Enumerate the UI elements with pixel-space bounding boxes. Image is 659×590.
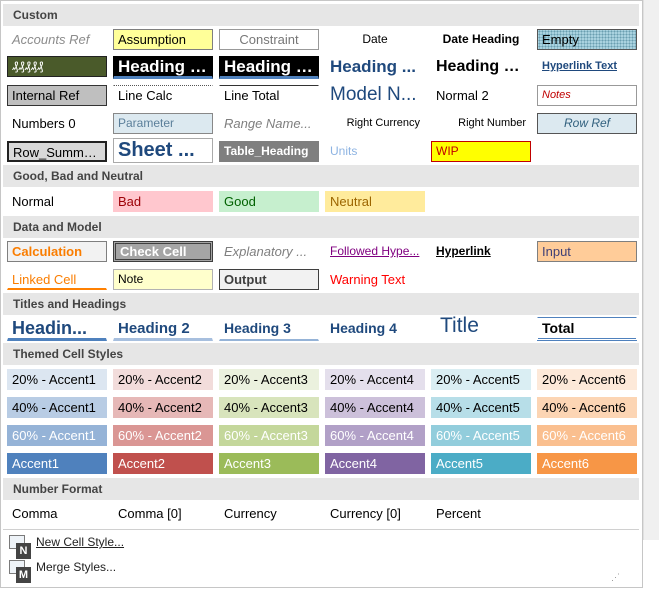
style-date-heading[interactable]: Date Heading — [442, 32, 520, 46]
style-explanatory[interactable]: Explanatory ... — [224, 244, 308, 259]
style-parameter[interactable]: Parameter — [113, 113, 213, 134]
style-notes[interactable]: Notes — [537, 85, 637, 106]
cell-styles-gallery: Custom Accounts Ref Assumption Constrain… — [0, 0, 643, 588]
menu-divider — [3, 529, 639, 530]
style-60-accent3[interactable]: 60% - Accent3 — [219, 425, 319, 446]
style-accent3[interactable]: Accent3 — [219, 453, 319, 474]
resize-grip-icon[interactable]: ⋰ — [611, 572, 620, 582]
style-note[interactable]: Note — [113, 269, 213, 290]
style-line-calc[interactable]: Line Calc — [113, 85, 213, 106]
style-total[interactable]: Total — [537, 317, 637, 341]
style-accent6[interactable]: Accent6 — [537, 453, 637, 474]
style-accent2[interactable]: Accent2 — [113, 453, 213, 474]
style-line-total[interactable]: Line Total — [219, 85, 319, 106]
style-60-accent4[interactable]: 60% - Accent4 — [325, 425, 425, 446]
style-bad[interactable]: Bad — [113, 191, 213, 212]
style-wingdings[interactable]: ₰₰₰₰₰ — [7, 56, 107, 77]
style-followed-hyperlink[interactable]: Followed Hype... — [330, 244, 420, 258]
style-accent1[interactable]: Accent1 — [7, 453, 107, 474]
style-output[interactable]: Output — [219, 269, 319, 290]
style-heading-1-dark-b[interactable]: Heading 1... — [219, 56, 319, 79]
style-40-accent1[interactable]: 40% - Accent1 — [7, 397, 107, 418]
style-range-name[interactable]: Range Name... — [224, 116, 312, 131]
style-60-accent2[interactable]: 60% - Accent2 — [113, 425, 213, 446]
style-right-number[interactable]: Right Number — [458, 117, 526, 129]
style-hyperlink[interactable]: Hyperlink — [436, 244, 491, 258]
style-60-accent6[interactable]: 60% - Accent6 — [537, 425, 637, 446]
style-calculation[interactable]: Calculation — [7, 241, 107, 262]
style-percent[interactable]: Percent — [436, 506, 481, 521]
style-constraint[interactable]: Constraint — [219, 29, 319, 50]
style-40-accent5[interactable]: 40% - Accent5 — [431, 397, 531, 418]
style-numbers-0[interactable]: Numbers 0 — [12, 116, 76, 131]
style-heading-3[interactable]: Heading 3 — [219, 317, 319, 341]
style-row-ref[interactable]: Row Ref — [537, 113, 637, 134]
section-header-number-format: Number Format — [3, 478, 639, 500]
style-normal-2[interactable]: Normal 2 — [436, 88, 489, 103]
style-20-accent5[interactable]: 20% - Accent5 — [431, 369, 531, 390]
style-internal-ref[interactable]: Internal Ref — [7, 85, 107, 106]
style-wip[interactable]: WIP — [431, 141, 531, 162]
style-20-accent3[interactable]: 20% - Accent3 — [219, 369, 319, 390]
style-40-accent6[interactable]: 40% - Accent6 — [537, 397, 637, 418]
keytip-n: N — [16, 543, 31, 559]
style-heading-3-custom[interactable]: Heading 3 ... — [436, 58, 531, 75]
style-20-accent1[interactable]: 20% - Accent1 — [7, 369, 107, 390]
style-60-accent5[interactable]: 60% - Accent5 — [431, 425, 531, 446]
style-hyperlink-text[interactable]: Hyperlink Text — [542, 60, 617, 72]
section-header-data-model: Data and Model — [3, 216, 639, 238]
style-sheet-title[interactable]: Sheet ... — [113, 138, 213, 163]
section-header-themed: Themed Cell Styles — [3, 343, 639, 365]
style-accounts-ref[interactable]: Accounts Ref — [12, 32, 90, 47]
style-heading-1[interactable]: Headin... — [7, 317, 107, 341]
style-heading-blue[interactable]: Heading ... — [330, 57, 416, 76]
section-header-good-bad-neutral: Good, Bad and Neutral — [3, 165, 639, 187]
style-input[interactable]: Input — [537, 241, 637, 262]
merge-styles-label: Merge Styles... — [36, 560, 117, 574]
style-currency-0[interactable]: Currency [0] — [330, 506, 401, 521]
style-assumption[interactable]: Assumption — [113, 29, 213, 50]
style-title[interactable]: Title — [440, 314, 479, 337]
style-neutral[interactable]: Neutral — [325, 191, 425, 212]
style-20-accent6[interactable]: 20% - Accent6 — [537, 369, 637, 390]
style-warning-text[interactable]: Warning Text — [330, 272, 406, 287]
style-heading-1-dark-a[interactable]: Heading 1... — [113, 56, 213, 79]
style-40-accent3[interactable]: 40% - Accent3 — [219, 397, 319, 418]
style-right-currency[interactable]: Right Currency — [346, 117, 420, 129]
keytip-m: M — [16, 567, 31, 583]
style-linked-cell[interactable]: Linked Cell — [7, 269, 107, 290]
style-heading-2[interactable]: Heading 2 — [113, 317, 213, 341]
style-check-cell[interactable]: Check Cell — [113, 241, 213, 262]
style-units[interactable]: Units — [330, 144, 358, 158]
style-accent5[interactable]: Accent5 — [431, 453, 531, 474]
style-heading-4[interactable]: Heading 4 — [330, 320, 397, 336]
style-model-name[interactable]: Model N... — [330, 84, 417, 105]
style-table-heading[interactable]: Table_Heading — [219, 141, 319, 162]
merge-styles-menu-item[interactable]: M Merge Styles... — [3, 558, 303, 583]
style-20-accent2[interactable]: 20% - Accent2 — [113, 369, 213, 390]
style-normal[interactable]: Normal — [12, 194, 54, 209]
style-accent4[interactable]: Accent4 — [325, 453, 425, 474]
new-cell-style-menu-item[interactable]: N New Cell Style... — [3, 533, 303, 559]
style-comma-0[interactable]: Comma [0] — [118, 506, 182, 521]
style-date[interactable]: Date — [362, 32, 388, 46]
style-comma[interactable]: Comma — [12, 506, 58, 521]
section-header-custom: Custom — [3, 4, 639, 26]
vertical-scrollbar[interactable] — [643, 0, 659, 540]
new-cell-style-label: New Cell Style... — [36, 535, 125, 549]
style-empty[interactable]: Empty — [537, 29, 637, 50]
style-20-accent4[interactable]: 20% - Accent4 — [325, 369, 425, 390]
section-header-titles: Titles and Headings — [3, 293, 639, 315]
style-40-accent4[interactable]: 40% - Accent4 — [325, 397, 425, 418]
style-60-accent1[interactable]: 60% - Accent1 — [7, 425, 107, 446]
style-40-accent2[interactable]: 40% - Accent2 — [113, 397, 213, 418]
style-good[interactable]: Good — [219, 191, 319, 212]
style-row-summary[interactable]: Row_Summary — [7, 141, 107, 162]
style-currency[interactable]: Currency — [224, 506, 277, 521]
